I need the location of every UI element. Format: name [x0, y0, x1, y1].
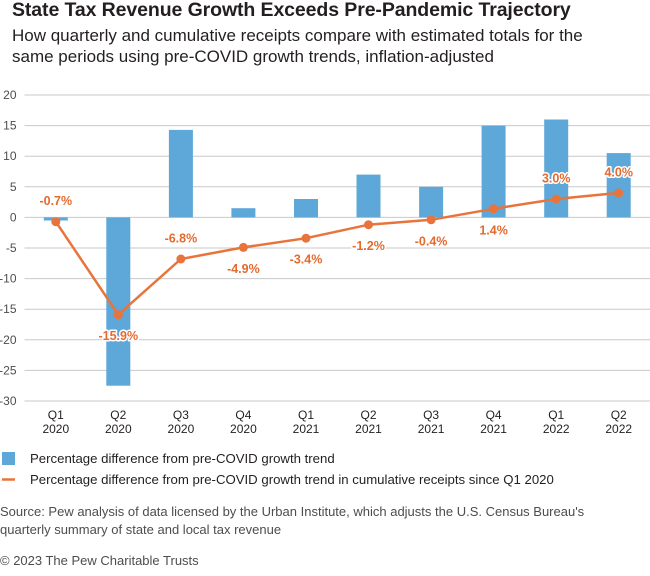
svg-text:Q3: Q3 — [423, 408, 439, 422]
svg-text:Q2: Q2 — [611, 408, 627, 422]
svg-text:© 2023 The Pew Charitable Trus: © 2023 The Pew Charitable Trusts — [0, 553, 199, 568]
svg-text:3.0%: 3.0% — [542, 172, 571, 186]
svg-text:2020: 2020 — [230, 422, 257, 436]
svg-text:Q1: Q1 — [48, 408, 64, 422]
svg-text:Q1: Q1 — [298, 408, 314, 422]
svg-text:-15.9%: -15.9% — [98, 329, 138, 343]
svg-text:2021: 2021 — [418, 422, 445, 436]
svg-text:-10: -10 — [0, 272, 17, 286]
svg-text:4.0%: 4.0% — [604, 165, 633, 179]
svg-text:Q3: Q3 — [173, 408, 189, 422]
svg-text:-15: -15 — [0, 302, 17, 316]
svg-text:-1.2%: -1.2% — [352, 239, 385, 253]
svg-text:10: 10 — [3, 149, 17, 163]
svg-text:Q4: Q4 — [486, 408, 502, 422]
svg-text:-0.7%: -0.7% — [39, 194, 72, 208]
svg-text:-3.4%: -3.4% — [290, 253, 323, 267]
svg-text:15: 15 — [3, 119, 17, 133]
svg-text:-0.4%: -0.4% — [415, 234, 448, 248]
svg-text:Q2: Q2 — [360, 408, 376, 422]
svg-text:-20: -20 — [0, 333, 17, 347]
svg-text:2020: 2020 — [42, 422, 69, 436]
svg-text:Q2: Q2 — [110, 408, 126, 422]
svg-text:Q4: Q4 — [235, 408, 251, 422]
svg-text:Source: Pew analysis of data l: Source: Pew analysis of data licensed by… — [0, 504, 585, 519]
svg-text:2022: 2022 — [605, 422, 632, 436]
svg-text:Percentage difference from pre: Percentage difference from pre-COVID gro… — [30, 472, 554, 487]
svg-text:-30: -30 — [0, 394, 17, 408]
svg-text:Q1: Q1 — [548, 408, 564, 422]
svg-text:5: 5 — [10, 180, 17, 194]
svg-text:quarterly summary of state and: quarterly summary of state and local tax… — [0, 522, 281, 537]
svg-text:2020: 2020 — [168, 422, 195, 436]
svg-text:Percentage difference from pre: Percentage difference from pre-COVID gro… — [30, 451, 335, 466]
svg-text:2021: 2021 — [293, 422, 320, 436]
svg-text:-5: -5 — [6, 241, 17, 255]
svg-text:2021: 2021 — [355, 422, 382, 436]
svg-text:2020: 2020 — [105, 422, 132, 436]
svg-text:0: 0 — [10, 210, 17, 224]
svg-text:-4.9%: -4.9% — [227, 262, 260, 276]
svg-text:1.4%: 1.4% — [479, 223, 508, 237]
svg-text:-25: -25 — [0, 363, 17, 377]
svg-text:-6.8%: -6.8% — [165, 232, 198, 246]
svg-text:2022: 2022 — [543, 422, 570, 436]
svg-text:2021: 2021 — [480, 422, 507, 436]
svg-text:20: 20 — [3, 88, 17, 102]
